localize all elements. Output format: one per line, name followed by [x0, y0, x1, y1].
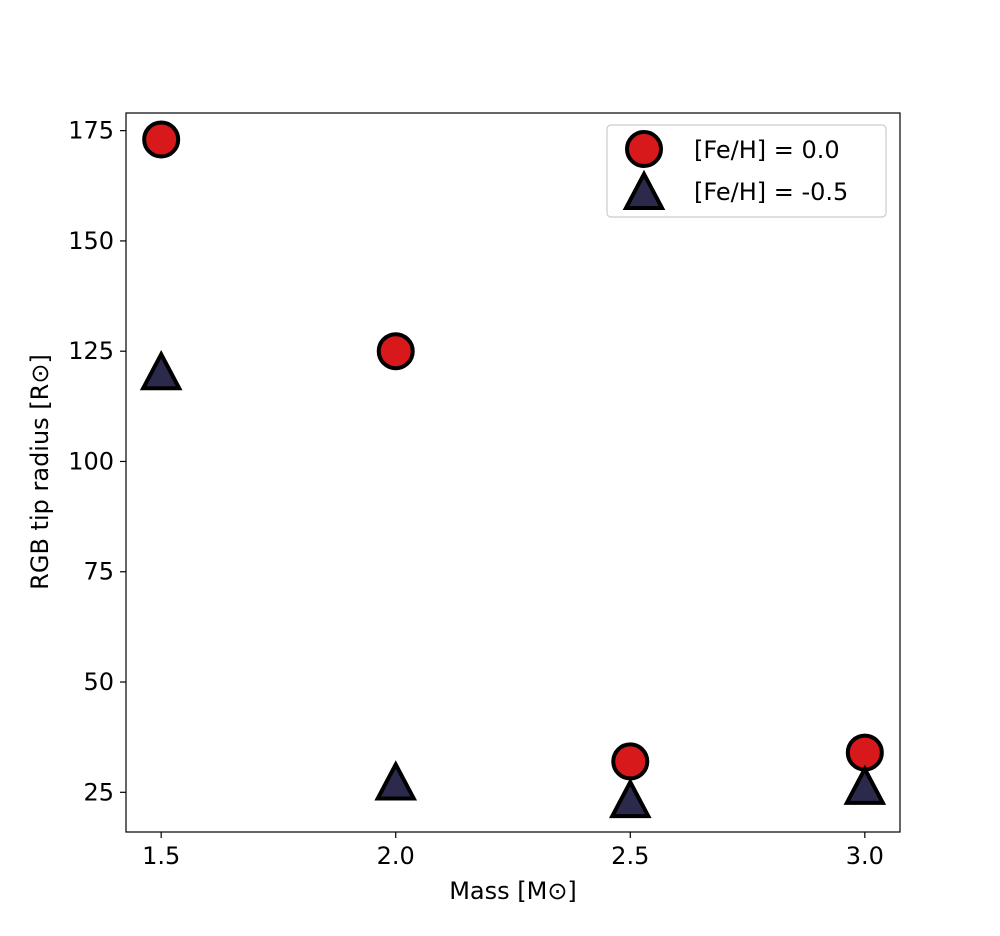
legend-frame	[606, 124, 887, 218]
data-point-circle	[142, 120, 181, 159]
y-tick-label: 125	[68, 337, 114, 365]
data-point-triangle	[843, 764, 887, 805]
x-axis: 1.5 2.0 2.5 3.0	[142, 832, 884, 870]
legend: [Fe/H] = 0.0 [Fe/H] = -0.5	[606, 124, 887, 218]
legend-label-series-1: [Fe/H] = 0.0	[694, 136, 840, 164]
x-tick-label: 2.5	[611, 842, 649, 870]
legend-symbol-circle	[625, 130, 663, 168]
data-point-circle	[376, 332, 415, 371]
legend-label-series-2: [Fe/H] = -0.5	[694, 178, 848, 206]
data-point-triangle	[374, 760, 418, 801]
y-tick-label: 150	[68, 227, 114, 255]
x-axis-label: Mass [M⊙]	[449, 877, 577, 905]
x-tick-label: 2.0	[377, 842, 415, 870]
plot-area	[125, 112, 901, 833]
data-point-triangle	[608, 777, 652, 819]
y-tick-label: 50	[83, 668, 114, 696]
y-tick-label: 75	[83, 558, 114, 586]
x-tick-label: 1.5	[142, 842, 180, 870]
y-tick-label: 175	[68, 117, 114, 145]
data-point-circle	[611, 742, 650, 781]
data-point-triangle	[139, 349, 183, 391]
y-axis-label: RGB tip radius [R⊙]	[26, 354, 54, 590]
y-axis: 25 50 75 100 125 150 175	[68, 117, 126, 806]
data-point-circle	[845, 733, 884, 772]
x-tick-label: 3.0	[846, 842, 884, 870]
y-tick-label: 100	[68, 447, 114, 475]
data-points	[139, 120, 887, 819]
legend-symbol-triangle	[622, 169, 666, 210]
legend-marker-triangle	[622, 169, 666, 210]
legend-marker-circle	[625, 130, 663, 168]
y-tick-label: 25	[83, 778, 114, 806]
